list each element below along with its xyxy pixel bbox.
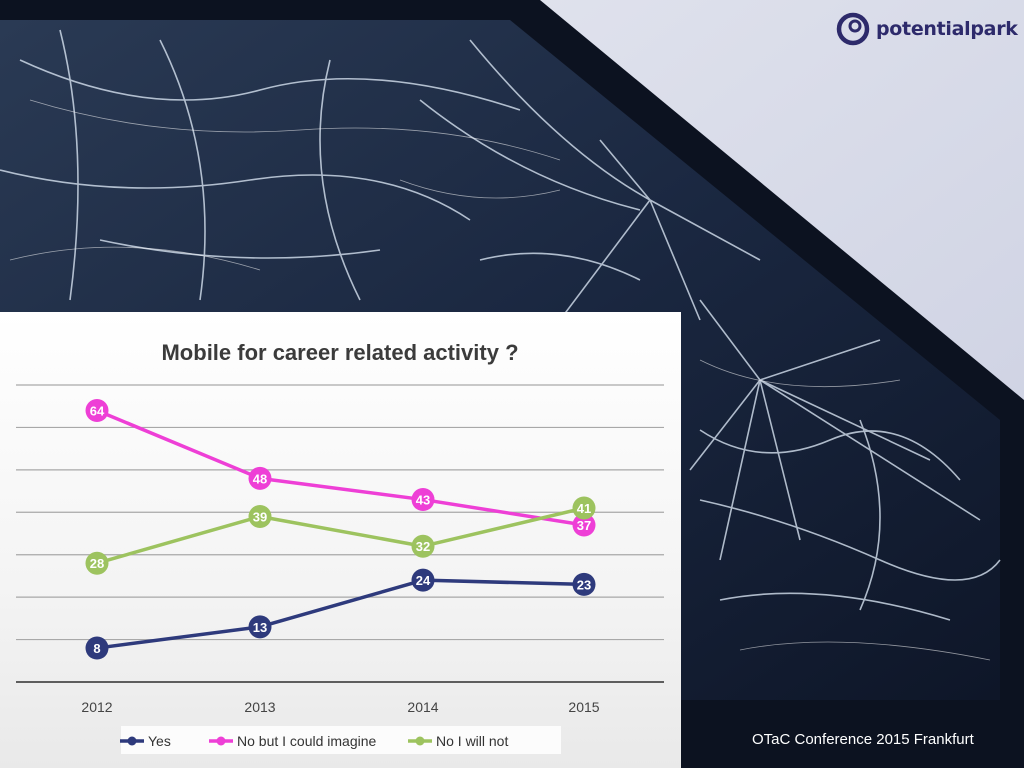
- line-chart: Mobile for career related activity ? 8 13…: [16, 340, 664, 754]
- series-line: [96, 408, 585, 527]
- data-label: 24: [416, 573, 431, 588]
- data-label: 64: [90, 403, 105, 418]
- potentialpark-logo-icon: [836, 12, 870, 46]
- series-lines: [96, 408, 585, 650]
- data-point: [411, 488, 435, 512]
- data-label: 32: [416, 539, 430, 554]
- data-point: [411, 534, 435, 558]
- x-tick-label: 2013: [244, 699, 275, 715]
- data-point: [85, 636, 109, 660]
- footer-caption: OTaC Conference 2015 Frankfurt: [752, 731, 974, 748]
- data-label: 48: [253, 471, 267, 486]
- data-point: [572, 513, 596, 537]
- data-point: [248, 615, 272, 639]
- data-label: 39: [253, 510, 267, 525]
- series-line: [96, 578, 585, 650]
- data-point: [572, 572, 596, 596]
- data-label: 37: [577, 518, 591, 533]
- data-label: 23: [577, 577, 591, 592]
- data-label: 8: [93, 641, 100, 656]
- x-tick-label: 2014: [407, 699, 438, 715]
- chart-title: Mobile for career related activity ?: [161, 340, 518, 365]
- data-label: 28: [90, 556, 104, 571]
- x-tick-label: 2015: [568, 699, 599, 715]
- data-point: [248, 505, 272, 529]
- legend-box: [121, 726, 561, 754]
- gridlines: [16, 384, 664, 683]
- series-line: [96, 506, 585, 565]
- legend-marker: [415, 736, 425, 746]
- data-label: 41: [577, 501, 591, 516]
- legend-marker: [216, 736, 226, 746]
- data-label: 43: [416, 493, 430, 508]
- x-axis-tick-labels: 2012 2013 2014 2015: [81, 699, 599, 715]
- data-point: [248, 466, 272, 490]
- data-point: [411, 568, 435, 592]
- data-points: 8 13 24 23 64 48 43 37 28 39 32 41: [85, 398, 596, 660]
- legend-label: No but I could imagine: [237, 733, 377, 749]
- data-point: [572, 496, 596, 520]
- data-point: [85, 551, 109, 575]
- legend-marker: [127, 736, 137, 746]
- legend: Yes No but I could imagine No I will not: [120, 733, 508, 749]
- potentialpark-logo: potentialpark: [836, 12, 1018, 46]
- chart-panel: Mobile for career related activity ? 8 13…: [0, 312, 681, 768]
- logo-text: potentialpark: [876, 18, 1018, 40]
- legend-label: No I will not: [436, 733, 508, 749]
- x-tick-label: 2012: [81, 699, 112, 715]
- data-label: 13: [253, 620, 267, 635]
- legend-label: Yes: [148, 733, 171, 749]
- data-point: [85, 398, 109, 422]
